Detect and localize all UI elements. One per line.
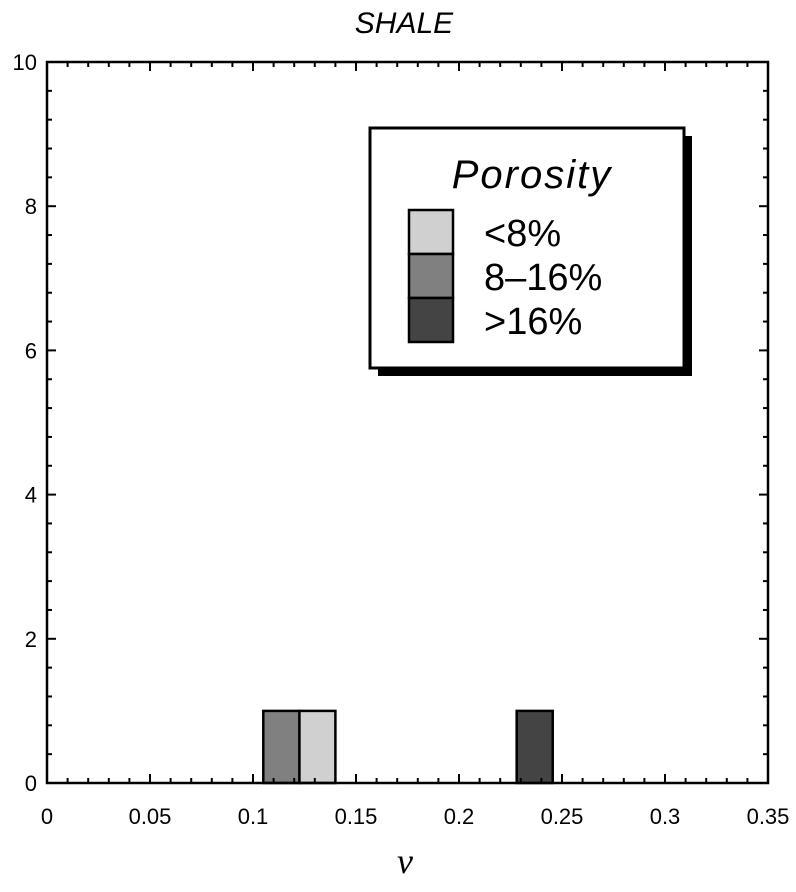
legend-swatch-1: [407, 252, 455, 300]
x-tick-label-5: 0.25: [541, 804, 584, 829]
legend-title: Porosity: [452, 153, 613, 197]
x-tick-label-7: 0.35: [747, 804, 790, 829]
x-tick-label-3: 0.15: [335, 804, 378, 829]
legend-swatch-0: [407, 208, 455, 256]
y-tick-label-0: 0: [25, 771, 37, 796]
bar-series-1-bin-0: [262, 709, 301, 785]
bar-series-2-bin-0: [515, 709, 554, 785]
x-tick-labels: 0 0.05 0.1 0.15 0.2 0.25 0.3 0.35: [41, 804, 790, 829]
y-tick-label-1: 2: [25, 627, 37, 652]
bar-series-0-bin-0: [298, 709, 337, 785]
legend-label-2: >16%: [484, 301, 582, 343]
y-tick-label-3: 6: [25, 338, 37, 363]
y-tick-labels: 0 2 4 6 8 10: [13, 50, 37, 796]
legend-entries: <8%8–16%>16%: [407, 208, 602, 344]
x-tick-label-0: 0: [41, 804, 53, 829]
legend: Porosity <8%8–16%>16%: [368, 126, 692, 376]
x-tick-label-2: 0.1: [238, 804, 269, 829]
x-tick-label-6: 0.3: [650, 804, 681, 829]
legend-label-1: 8–16%: [484, 257, 602, 299]
bars-group: [262, 709, 554, 785]
x-axis-label: ν: [397, 841, 413, 881]
y-tick-label-2: 4: [25, 483, 37, 508]
plot-frame: [45, 60, 770, 785]
x-tick-label-4: 0.2: [444, 804, 475, 829]
chart-title: SHALE: [355, 7, 454, 40]
legend-swatch-2: [407, 296, 455, 344]
x-tick-label-1: 0.05: [129, 804, 172, 829]
legend-label-0: <8%: [484, 213, 561, 255]
y-tick-label-4: 8: [25, 194, 37, 219]
y-tick-label-5: 10: [13, 50, 37, 75]
